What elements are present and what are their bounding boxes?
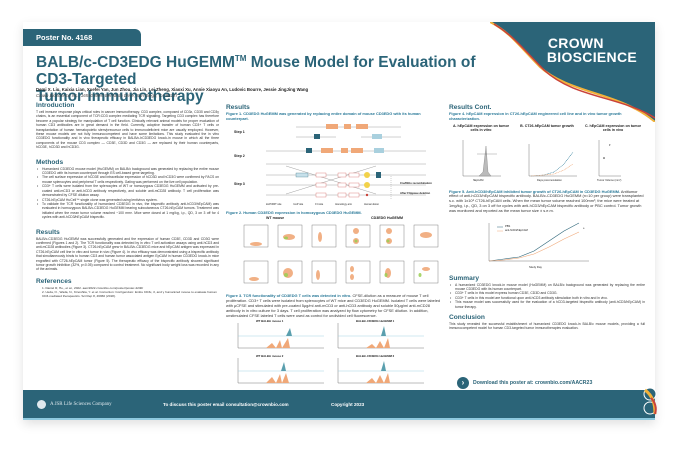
fig5-legend-pbs: PBS — [505, 224, 511, 228]
fig5-xlabel: Study Day — [529, 264, 542, 269]
authors: Demi X. Liu, Kaixia Lian, Xuefei Yan, Ju… — [36, 87, 309, 92]
summary-item: CD3+ T cells in this model are functiona… — [449, 296, 645, 301]
references-heading: References — [36, 277, 72, 285]
methods-item: CT26-hEpCAM HuCell™ single clone was gen… — [36, 198, 219, 203]
fig4-b-xlabel: Days post-inoculation — [537, 178, 562, 182]
fig4-a-xlabel: hEpCAM — [473, 178, 484, 182]
figure-1-diagram: Step 1 Step 2 Step 3 — [226, 123, 441, 209]
figure-5-chart: PBS anti-hCD3/hEpCAM * Study Day — [449, 217, 645, 275]
methods-item: Humanized CD3EDG mouse model (HuGEMM) on… — [36, 167, 219, 176]
figure-5-caption-text: Antitumor effect of anti-hCD3/hEpCAM bis… — [449, 188, 644, 213]
poster-number-tab: Poster No. 4168 — [23, 29, 141, 46]
legend-item: Frt site — [315, 202, 324, 206]
results-cont-heading: Results Cont. — [449, 104, 492, 111]
crown-bioscience-logo: CROWN BIOSCIENCE — [547, 36, 637, 64]
figure-3-caption-text: CFSE-dilution as a measure of mouse T ce… — [226, 293, 441, 318]
title-line-2: Tumor Immunotherapy — [36, 88, 204, 106]
brand-wave-graphic — [490, 22, 655, 122]
methods-item: The cell surface expression of hCD3E and… — [36, 175, 219, 184]
step-1-label: Step 1 — [234, 129, 245, 134]
results-heading: Results — [36, 228, 60, 236]
jsr-logo-icon — [37, 400, 46, 409]
flow-cytometry-grid — [243, 225, 439, 284]
cre-label: Cre/Ditto recombination — [400, 180, 432, 185]
conclusion-heading: Conclusion — [449, 314, 485, 322]
results-text: BALB/c-CD3EDG HuGEMM was successfully ge… — [36, 236, 219, 272]
download-text[interactable]: Download this poster at: crownbio.com/AA… — [473, 380, 593, 386]
jsr-company: A JSR Life Sciences Company — [37, 400, 112, 409]
poster-title: BALB/c-CD3EDG HuGEMMTM Mouse Model for E… — [36, 50, 476, 105]
trademark: TM — [234, 54, 247, 63]
figure-4-panels: A. hEpCAM expression on tumor cells in v… — [449, 124, 645, 186]
legend-item: loxP site — [293, 202, 304, 206]
poster: CROWN BIOSCIENCE Poster No. 4168 BALB/c-… — [23, 22, 657, 420]
fig4-panel-a-title: A. hEpCAM expression on tumor cells in v… — [452, 123, 510, 132]
conclusion-text: This study revealed the successful estab… — [449, 322, 645, 331]
step-3-label: Step 3 — [234, 181, 245, 186]
figure-3-histograms: WT BALB/c mouse 1 BALB/c-CD3EDG HuGEMM 1… — [226, 318, 441, 388]
reference-item: 2. Ueda, O., Wada, N., Kinoshita, Y. et … — [42, 289, 217, 298]
methods-heading: Methods — [36, 158, 64, 166]
summary-heading: Summary — [449, 274, 480, 282]
figure-5-caption: Figure 5. Anti-hCD3/hEpCAM inhibited tum… — [449, 188, 645, 214]
histogram-title: BALB/c-CD3EDG HuGEMM 2 — [356, 354, 395, 359]
introduction-text: T cell immune response plays critical ro… — [36, 110, 219, 150]
histogram-title: WT BALB/c mouse 2 — [256, 354, 284, 359]
legend-item: loxP/FRT site — [266, 202, 282, 206]
fig4-panel-b-title: B. CT26-hEpCAM tumor growth — [520, 123, 574, 128]
left-column: Introduction T cell immune response play… — [36, 102, 219, 298]
consult-email[interactable]: To discuss this poster email consultatio… — [163, 402, 289, 407]
significance-marker: * — [583, 225, 585, 231]
figure-3-caption: Figure 3. TCR functionality of CD3EDG T … — [226, 293, 441, 318]
figure-3-caption-title: Figure 3. TCR functionality of CD3EDG T … — [226, 293, 352, 299]
figure-4-caption: Figure 4. hEpCAM expression in CT26-hEpC… — [449, 111, 622, 121]
logo-line-1: CROWN — [547, 35, 604, 51]
hugemm-label: CD3EDG HuGEMM — [371, 216, 403, 221]
flippase-label: After Flippase deletion — [400, 190, 431, 195]
company-text: A JSR Life Sciences Company — [50, 402, 112, 407]
summary-item: This mouse model was successfully used f… — [449, 300, 645, 309]
methods-item: CD3+ T cells were isolated from the sple… — [36, 184, 219, 197]
middle-column: Results Figure 1. CD3EDG HuGEMM was gene… — [226, 104, 441, 388]
crown-knot-icon — [643, 387, 657, 415]
footer: A JSR Life Sciences Company To discuss t… — [23, 387, 657, 420]
wt-mouse-label: WT mouse — [266, 216, 285, 221]
figure-1-caption: Figure 1. CD3EDG HuGEMM was generated by… — [226, 111, 421, 121]
reference-item: 1. Daniel R, He,, et al., 2022. aacr2022… — [42, 285, 144, 290]
title-part-2: Mouse Model for Evaluation of CD3-Target… — [36, 54, 476, 89]
legend-item: Human Exon — [364, 202, 380, 206]
tumor-growth-chart — [488, 222, 589, 261]
copyright: Copyright 2023 — [331, 402, 365, 407]
introduction-heading: Introduction — [36, 102, 75, 109]
svg-text:▾: ▾ — [609, 143, 611, 147]
figure-1-legend: loxP/FRT site loxP site Frt site Homolog… — [266, 203, 379, 206]
figure-2-caption: Figure 2. Human CD3EDG expression in hom… — [226, 209, 362, 215]
step-2-label: Step 2 — [234, 153, 245, 158]
cfse-histograms — [237, 323, 424, 384]
download-poster-link[interactable]: › Download this poster at: crownbio.com/… — [457, 377, 592, 389]
figure-2-flow-plots: WT mouse CD3EDG HuGEMM — [226, 215, 441, 293]
fig4-panel-c-title: C. hEpCAM expression on tumor cells in v… — [584, 123, 642, 132]
title-part-1: BALB/c-CD3EDG HuGEMM — [36, 54, 235, 72]
histogram-title: WT BALB/c mouse 1 — [256, 319, 284, 324]
figure-5-caption-title: Figure 5. Anti-hCD3/hEpCAM inhibited tum… — [449, 188, 621, 194]
fig5-legend-bispecific: anti-hCD3/hEpCAM — [505, 228, 528, 232]
legend-item: Homology arm — [335, 202, 353, 206]
methods-item: To validate the TCR functionality of hum… — [36, 202, 219, 220]
chevron-right-icon[interactable]: › — [457, 377, 469, 389]
right-column: Results Cont. Figure 4. hEpCAM expressio… — [449, 104, 645, 331]
affiliation: Crown Bioscience Inc., 16550 West Bernar… — [36, 93, 178, 98]
logo-line-2: BIOSCIENCE — [546, 49, 637, 65]
gene-targeting-schematic — [266, 123, 426, 200]
fig4-c-xlabel: Tumor Volume (mm³) — [597, 178, 622, 182]
summary-item: A humanized CD3EDG knock-in mouse model … — [449, 283, 645, 292]
summary-item: CD3+ T cells in this model express human… — [449, 291, 645, 296]
fig4-charts: ▾ — [462, 139, 621, 176]
results-mid-heading: Results — [226, 104, 250, 111]
histogram-title: BALB/c-CD3EDG HuGEMM 1 — [356, 319, 395, 324]
